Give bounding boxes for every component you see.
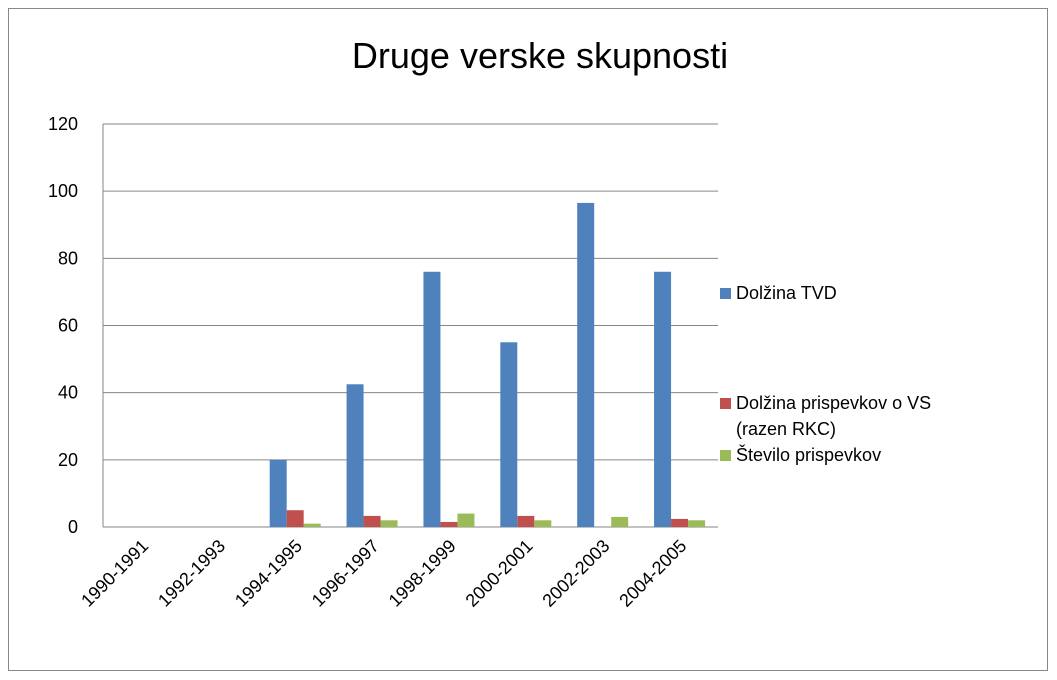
legend-item: Dolžina TVD [720, 280, 1020, 306]
legend-swatch [720, 288, 731, 299]
bar [457, 513, 475, 527]
bar [671, 518, 689, 527]
bar [269, 459, 287, 527]
y-tick-label: 60 [58, 316, 78, 336]
legend-item: Dolžina prispevkov o VS (razen RKC) [720, 390, 1020, 442]
y-tick-label: 120 [48, 114, 78, 134]
bar [534, 520, 552, 527]
bar [577, 202, 595, 527]
legend-item: Število prispevkov [720, 442, 1020, 468]
bar [346, 384, 364, 527]
legend-label: Število prispevkov [736, 445, 882, 465]
chart-title: Druge verske skupnosti [352, 35, 728, 76]
bar [654, 271, 672, 527]
bar [500, 342, 518, 527]
y-tick-label: 20 [58, 450, 78, 470]
y-tick-label: 100 [48, 181, 78, 201]
bar [303, 523, 321, 527]
bar [517, 515, 535, 527]
bar [363, 515, 381, 527]
bar [423, 271, 441, 527]
y-tick-label: 40 [58, 383, 78, 403]
bar [286, 510, 304, 527]
legend-swatch [720, 398, 731, 409]
bar [611, 516, 629, 527]
chart-border [8, 8, 1048, 671]
bar [380, 520, 398, 527]
legend-label: Dolžina prispevkov o VS (razen RKC) [736, 393, 932, 439]
bar [688, 520, 706, 527]
legend-label: Dolžina TVD [736, 283, 837, 303]
y-tick-label: 80 [58, 248, 78, 268]
y-tick-label: 0 [68, 517, 78, 537]
bar [440, 521, 458, 527]
legend-swatch [720, 450, 731, 461]
